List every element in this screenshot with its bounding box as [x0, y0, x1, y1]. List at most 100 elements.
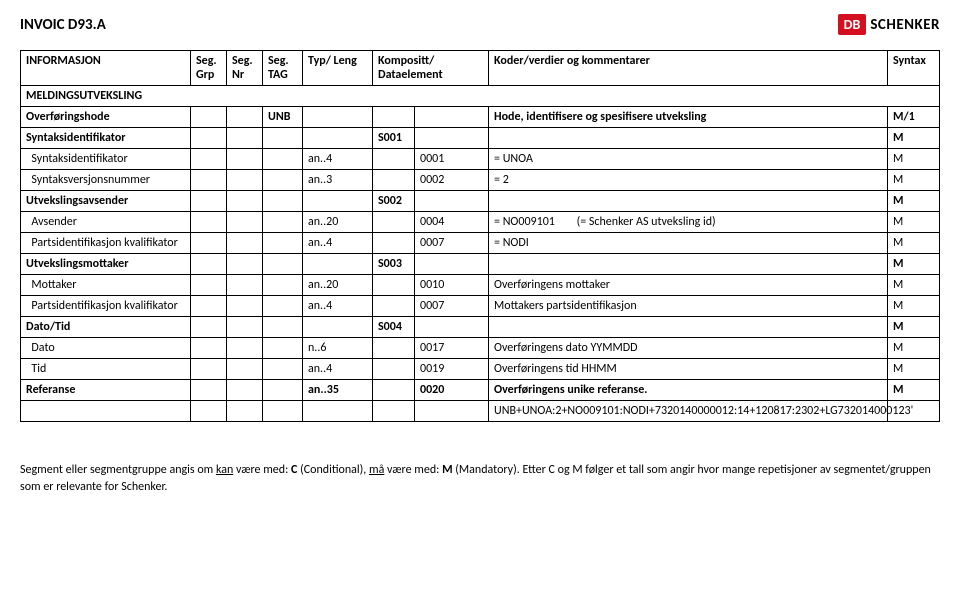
cell-syntax: M/1 [888, 107, 940, 128]
logo-text: SCHENKER [870, 16, 940, 34]
cell-syntax: M [888, 212, 940, 233]
cell-syntax: M [888, 128, 940, 149]
cell-elem: 0001 [415, 149, 489, 170]
cell-elem: 0002 [415, 170, 489, 191]
cell-comment: Overføringens mottaker [489, 275, 888, 296]
cell-syntax: M [888, 296, 940, 317]
th-seg-tag: Seg. TAG [263, 51, 303, 86]
table-row: Tid an..4 0019 Overføringens tid HHMM M [21, 359, 940, 380]
cell-comment: = NO009101 (= Schenker AS utveksling id) [489, 212, 888, 233]
cell-type: an..20 [303, 275, 373, 296]
cell-type: an..4 [303, 233, 373, 254]
cell-desc: Partsidentifikasjon kvalifikator [21, 233, 191, 254]
cell-syntax: M [888, 338, 940, 359]
cell-desc: Utvekslingsavsender [21, 191, 191, 212]
cell-type: an..35 [303, 380, 373, 401]
cell-type: an..20 [303, 212, 373, 233]
cell-comp: S004 [373, 317, 415, 338]
cell-elem: 0017 [415, 338, 489, 359]
cell-elem: 0019 [415, 359, 489, 380]
cell-comment: = UNOA [489, 149, 888, 170]
cell-desc: Utvekslingsmottaker [21, 254, 191, 275]
table-row: Syntaksidentifikator S001 M [21, 128, 940, 149]
cell-syntax: M [888, 317, 940, 338]
cell-type: n..6 [303, 338, 373, 359]
table-row: Dato/Tid S004 M [21, 317, 940, 338]
cell-comment: Overføringens unike referanse. [489, 380, 888, 401]
footer-text: være med: [233, 463, 291, 477]
th-seg-nr: Seg. Nr [227, 51, 263, 86]
cell-syntax: M [888, 233, 940, 254]
table-row: Referanse an..35 0020 Overføringens unik… [21, 380, 940, 401]
table-row: Overføringshode UNB Hode, identifisere o… [21, 107, 940, 128]
cell-desc: Mottaker [21, 275, 191, 296]
cell-syntax: M [888, 170, 940, 191]
cell-type: an..4 [303, 296, 373, 317]
cell-desc: Dato/Tid [21, 317, 191, 338]
cell-desc: Tid [21, 359, 191, 380]
th-typ-leng: Typ/ Leng [303, 51, 373, 86]
cell-comment: = 2 [489, 170, 888, 191]
footer-text: Segment eller segmentgruppe angis om [20, 463, 216, 477]
cell-comp: S002 [373, 191, 415, 212]
cell-desc: Avsender [21, 212, 191, 233]
cell-comp: S001 [373, 128, 415, 149]
table-row: Partsidentifikasjon kvalifikator an..4 0… [21, 233, 940, 254]
th-syntax: Syntax [888, 51, 940, 86]
logo: DB SCHENKER [838, 14, 940, 35]
footer-m: M [442, 463, 453, 477]
cell-syntax: M [888, 149, 940, 170]
table-row: Utvekslingsmottaker S003 M [21, 254, 940, 275]
cell-comment: Hode, identifisere og spesifisere utveks… [489, 107, 888, 128]
cell-elem: 0004 [415, 212, 489, 233]
footer-text: være med: [384, 463, 442, 477]
cell-desc: Referanse [21, 380, 191, 401]
cell-elem: 0007 [415, 233, 489, 254]
th-koder: Koder/verdier og kommentarer [489, 51, 888, 86]
cell-syntax: M [888, 275, 940, 296]
cell-elem: 0007 [415, 296, 489, 317]
cell-elem: 0020 [415, 380, 489, 401]
footer-text: (Conditional), [297, 463, 369, 477]
cell-desc: Partsidentifikasjon kvalifikator [21, 296, 191, 317]
doc-title: INVOIC D93.A [20, 16, 940, 34]
footer-note: Segment eller segmentgruppe angis om kan… [20, 462, 940, 496]
footer-kan: kan [216, 463, 233, 477]
cell-comment: Overføringens dato YYMMDD [489, 338, 888, 359]
table-row: UNB+UNOA:2+NO009101:NODI+7320140000012:1… [21, 401, 940, 422]
th-komp: Kompositt/ Dataelement [373, 51, 489, 86]
footer-ma: må [369, 463, 384, 477]
spec-table: INFORMASJON Seg. Grp Seg. Nr Seg. TAG Ty… [20, 50, 940, 422]
cell-comment: Overføringens tid HHMM [489, 359, 888, 380]
table-row: Dato n..6 0017 Overføringens dato YYMMDD… [21, 338, 940, 359]
logo-badge: DB [838, 14, 867, 35]
cell-desc: Syntaksversjonsnummer [21, 170, 191, 191]
cell-desc: Dato [21, 338, 191, 359]
cell-type: an..4 [303, 149, 373, 170]
cell-syntax: M [888, 359, 940, 380]
table-row: Avsender an..20 0004 = NO009101 (= Schen… [21, 212, 940, 233]
section-label: MELDINGSUTVEKSLING [21, 86, 940, 107]
cell-elem: 0010 [415, 275, 489, 296]
cell-comment: Mottakers partsidentifikasjon [489, 296, 888, 317]
cell-syntax: M [888, 380, 940, 401]
table-row: Syntaksidentifikator an..4 0001 = UNOA M [21, 149, 940, 170]
cell-example: UNB+UNOA:2+NO009101:NODI+7320140000012:1… [489, 401, 888, 422]
cell-desc: Syntaksidentifikator [21, 128, 191, 149]
cell-tag: UNB [263, 107, 303, 128]
table-row: Utvekslingsavsender S002 M [21, 191, 940, 212]
th-info: INFORMASJON [21, 51, 191, 86]
section-row: MELDINGSUTVEKSLING [21, 86, 940, 107]
table-row: Syntaksversjonsnummer an..3 0002 = 2 M [21, 170, 940, 191]
th-seg-grp: Seg. Grp [191, 51, 227, 86]
table-row: Mottaker an..20 0010 Overføringens motta… [21, 275, 940, 296]
cell-comment: = NODI [489, 233, 888, 254]
cell-desc: Syntaksidentifikator [21, 149, 191, 170]
table-row: Partsidentifikasjon kvalifikator an..4 0… [21, 296, 940, 317]
cell-desc: Overføringshode [21, 107, 191, 128]
cell-syntax: M [888, 191, 940, 212]
table-header-row: INFORMASJON Seg. Grp Seg. Nr Seg. TAG Ty… [21, 51, 940, 86]
cell-type: an..4 [303, 359, 373, 380]
cell-comp: S003 [373, 254, 415, 275]
cell-type: an..3 [303, 170, 373, 191]
